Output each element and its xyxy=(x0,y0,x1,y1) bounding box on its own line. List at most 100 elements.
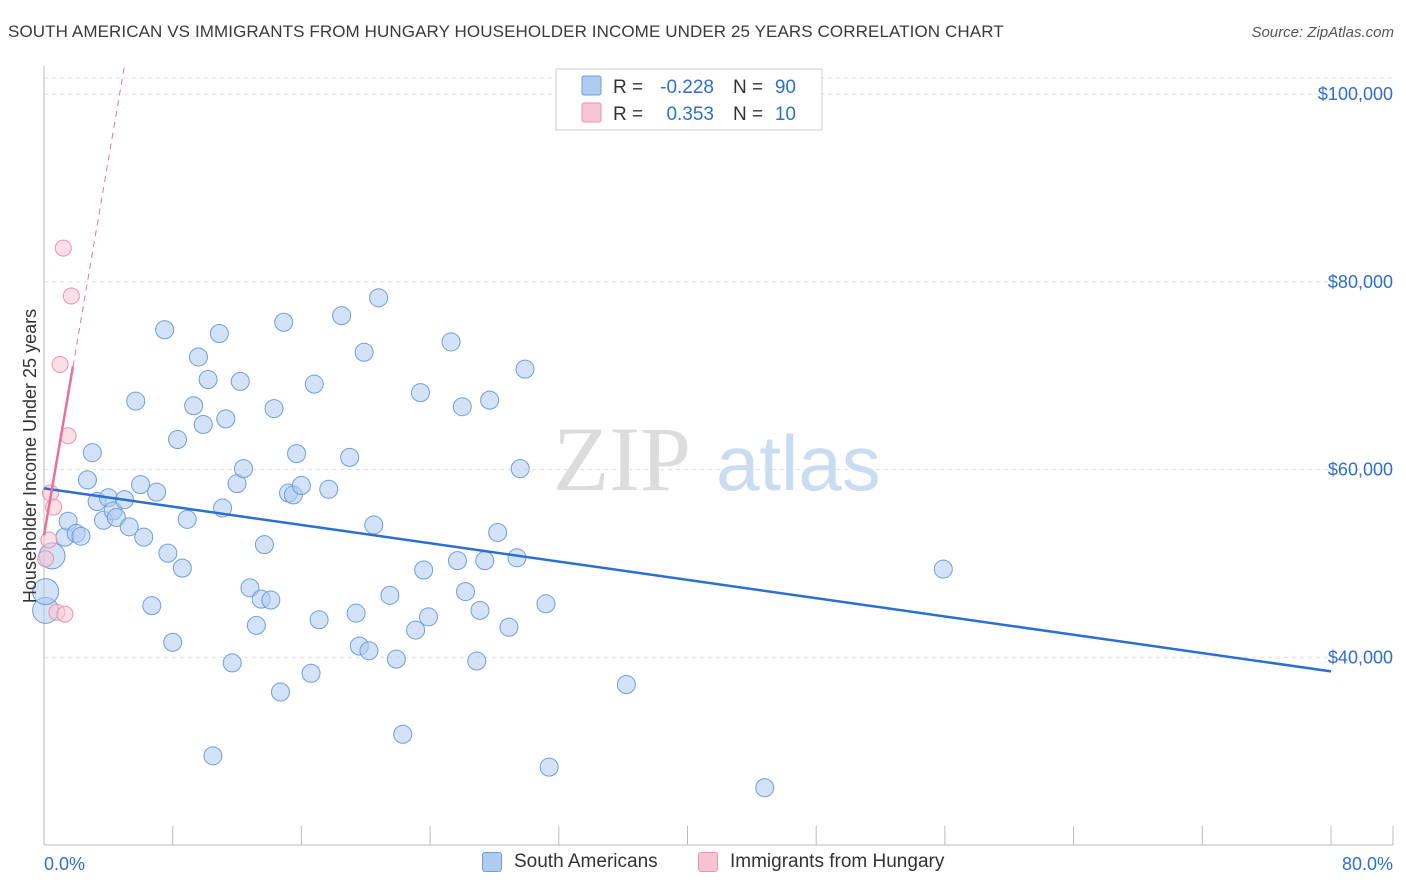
watermark: ZIP atlas xyxy=(553,408,881,510)
point-south-americans xyxy=(933,559,953,579)
legend-n-value-1: 90 xyxy=(775,77,796,98)
y-tick-label: $100,000 xyxy=(1318,84,1393,104)
legend-r-label-1: R = xyxy=(613,77,643,98)
point-south-americans xyxy=(270,682,290,702)
point-south-americans xyxy=(209,323,229,343)
legend-r-label-2: R = xyxy=(613,104,643,125)
point-hungary xyxy=(51,355,69,373)
point-south-americans xyxy=(261,590,281,610)
legend-n-label-2: N = xyxy=(733,104,763,125)
point-south-americans xyxy=(304,374,324,394)
bottom-legend: South Americans Immigrants from Hungary xyxy=(0,851,1406,879)
axes xyxy=(43,66,1394,846)
point-south-americans xyxy=(364,515,384,535)
point-south-americans xyxy=(177,509,197,529)
point-south-americans xyxy=(274,312,294,332)
point-south-americans xyxy=(71,526,91,546)
point-south-americans xyxy=(418,607,438,627)
chart-title: SOUTH AMERICAN VS IMMIGRANTS FROM HUNGAR… xyxy=(8,22,1004,41)
point-south-americans xyxy=(380,585,400,605)
point-south-americans xyxy=(163,632,183,652)
point-south-americans xyxy=(616,675,636,695)
point-south-americans xyxy=(77,470,97,490)
point-south-americans xyxy=(755,778,775,798)
point-hungary xyxy=(54,239,72,257)
point-hungary xyxy=(37,550,55,568)
point-south-americans xyxy=(147,482,167,502)
point-south-americans xyxy=(126,391,146,411)
watermark-atlas: atlas xyxy=(716,419,881,507)
legend-swatch-blue xyxy=(581,75,602,96)
point-south-americans xyxy=(319,479,339,499)
point-south-americans xyxy=(172,558,192,578)
trend-lines xyxy=(42,65,1332,673)
point-south-americans xyxy=(354,342,374,362)
y-tick-label: $60,000 xyxy=(1328,460,1393,480)
point-south-americans xyxy=(539,757,559,777)
point-south-americans xyxy=(233,459,253,479)
point-south-americans xyxy=(291,476,311,496)
point-south-americans xyxy=(301,663,321,683)
point-south-americans xyxy=(198,369,218,389)
point-south-americans xyxy=(386,649,406,669)
point-south-americans xyxy=(216,409,236,429)
point-south-americans xyxy=(82,443,102,463)
point-south-americans xyxy=(222,653,242,673)
source-label: Source: ZipAtlas.com xyxy=(1251,24,1394,41)
point-south-americans xyxy=(393,724,413,744)
legend-r-value-1: -0.228 xyxy=(660,77,714,98)
trend-line-hungary xyxy=(42,366,75,536)
point-south-americans xyxy=(287,444,307,464)
point-south-americans xyxy=(475,551,495,571)
point-south-americans xyxy=(507,548,527,568)
point-south-americans xyxy=(158,543,178,563)
point-south-americans xyxy=(184,396,204,416)
legend-n-value-2: 10 xyxy=(775,104,796,125)
point-south-americans xyxy=(230,371,250,391)
y-axis-label: Householder Income Under 25 years xyxy=(20,309,40,603)
legend-r-value-2: 0.353 xyxy=(666,104,714,125)
point-south-americans xyxy=(32,578,60,606)
data-points xyxy=(32,239,953,798)
legend-n-label-1: N = xyxy=(733,77,763,98)
point-south-americans xyxy=(410,383,430,403)
trend-line-hungary-extension xyxy=(72,65,125,367)
point-south-americans xyxy=(455,582,475,602)
point-south-americans xyxy=(246,615,266,635)
point-south-americans xyxy=(467,651,487,671)
legend-item-south-americans: South Americans xyxy=(482,851,658,873)
point-south-americans xyxy=(188,347,208,367)
stats-legend: R = -0.228 N = 90 R = 0.353 N = 10 xyxy=(555,68,823,131)
point-south-americans xyxy=(309,610,329,630)
point-south-americans xyxy=(452,397,472,417)
point-south-americans xyxy=(470,600,490,620)
y-tick-labels: $40,000 $60,000 $80,000 $100,000 xyxy=(1318,84,1393,667)
point-south-americans xyxy=(240,578,260,598)
grid-lines xyxy=(44,77,1393,658)
point-south-americans xyxy=(499,617,519,637)
point-south-americans xyxy=(359,641,379,661)
point-south-americans xyxy=(406,620,426,640)
point-south-americans xyxy=(264,399,284,419)
point-south-americans xyxy=(193,415,213,435)
point-south-americans xyxy=(488,522,508,542)
x-tick-label-min: 0.0% xyxy=(44,854,85,874)
point-south-americans xyxy=(480,390,500,410)
legend-swatch-pink xyxy=(581,102,602,123)
point-south-americans xyxy=(340,447,360,467)
point-south-americans xyxy=(332,306,352,326)
point-hungary xyxy=(40,531,58,549)
legend-swatch-hungary xyxy=(698,852,718,872)
point-south-americans xyxy=(131,475,151,495)
point-hungary xyxy=(56,605,74,623)
y-tick-label: $80,000 xyxy=(1328,272,1393,292)
point-south-americans xyxy=(203,746,223,766)
point-south-americans xyxy=(441,332,461,352)
point-south-americans xyxy=(536,594,556,614)
point-south-americans xyxy=(134,527,154,547)
point-south-americans xyxy=(447,551,467,571)
point-south-americans xyxy=(414,560,434,580)
point-south-americans xyxy=(142,596,162,616)
legend-label-hungary: Immigrants from Hungary xyxy=(730,851,945,872)
